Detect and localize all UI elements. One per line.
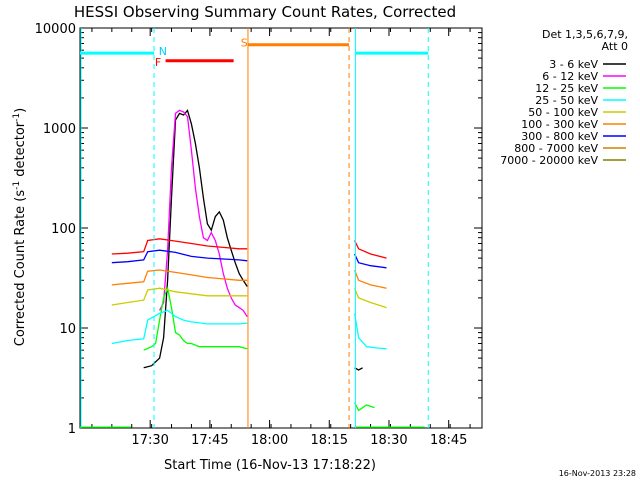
x-tick-label: 18:15 xyxy=(311,433,348,448)
marker-s: S xyxy=(241,37,248,50)
series-line-1 xyxy=(159,109,248,317)
y-tick-label: 1 xyxy=(68,422,76,437)
plot-frame xyxy=(79,27,483,429)
series-line-b-6 xyxy=(354,253,387,269)
y-tick-label: 10 xyxy=(59,322,76,337)
series-line-red-b xyxy=(354,240,387,259)
legend-label-0: 3 - 6 keV xyxy=(549,58,598,71)
footer-date: 16-Nov-2013 23:28 xyxy=(559,469,636,478)
chart-title: HESSI Observing Summary Count Rates, Cor… xyxy=(74,3,456,21)
y-tick-label: 1000 xyxy=(43,122,76,137)
y-axis-label-mid: detector xyxy=(13,121,28,181)
series-line-b-4 xyxy=(353,287,387,309)
x-axis-label: Start Time (16-Nov-13 17:18:22) xyxy=(164,458,376,473)
legend-header-1: Det 1,3,5,6,7,9, xyxy=(542,28,628,41)
y-tick-label: 100 xyxy=(51,222,76,237)
legend-label-1: 6 - 12 keV xyxy=(542,70,598,83)
legend-label-2: 12 - 25 keV xyxy=(535,82,598,95)
legend-header-2: Att 0 xyxy=(602,40,628,53)
series-line-b-2 xyxy=(354,402,375,412)
legend-label-5: 100 - 300 keV xyxy=(521,118,598,131)
x-tick-label: 18:45 xyxy=(430,433,467,448)
y-tick-label: 10000 xyxy=(35,22,76,37)
series-line-b-0 xyxy=(354,367,363,371)
marker-n: N xyxy=(159,45,167,58)
series-line-b-3 xyxy=(353,313,387,350)
series-line-3 xyxy=(111,309,248,345)
y-axis-label-main: Corrected Count Rate (s xyxy=(13,190,28,347)
x-tick-label: 17:30 xyxy=(131,433,168,448)
y-axis-label: Corrected Count Rate (s-1 detector-1) xyxy=(12,108,28,346)
marker-f: F xyxy=(155,56,161,69)
legend-label-6: 300 - 800 keV xyxy=(521,130,598,143)
legend-label-4: 50 - 100 keV xyxy=(528,106,598,119)
series-line-b-5 xyxy=(353,269,387,289)
y-axis-label-sup1: -1 xyxy=(12,181,22,190)
series-line-red xyxy=(111,238,248,255)
series-line-2 xyxy=(143,285,248,351)
x-tick-label: 18:00 xyxy=(251,433,288,448)
x-tick-label: 18:30 xyxy=(370,433,407,448)
legend-label-8: 7000 - 20000 keV xyxy=(500,154,598,167)
legend-label-7: 800 - 7000 keV xyxy=(514,142,598,155)
plot-area: 1 10 100 1000 10000 17:30 17:45 18:00 18:15 18:30… xyxy=(35,22,483,448)
series-line-0 xyxy=(143,109,248,369)
series-line-4 xyxy=(111,287,248,306)
series-line-6 xyxy=(111,249,248,264)
legend-label-3: 25 - 50 keV xyxy=(535,94,598,107)
y-axis-label-sup2: -1 xyxy=(12,113,22,122)
series-line-5 xyxy=(111,269,248,286)
x-tick-label: 17:45 xyxy=(191,433,228,448)
y-axis-label-end: ) xyxy=(13,108,28,113)
